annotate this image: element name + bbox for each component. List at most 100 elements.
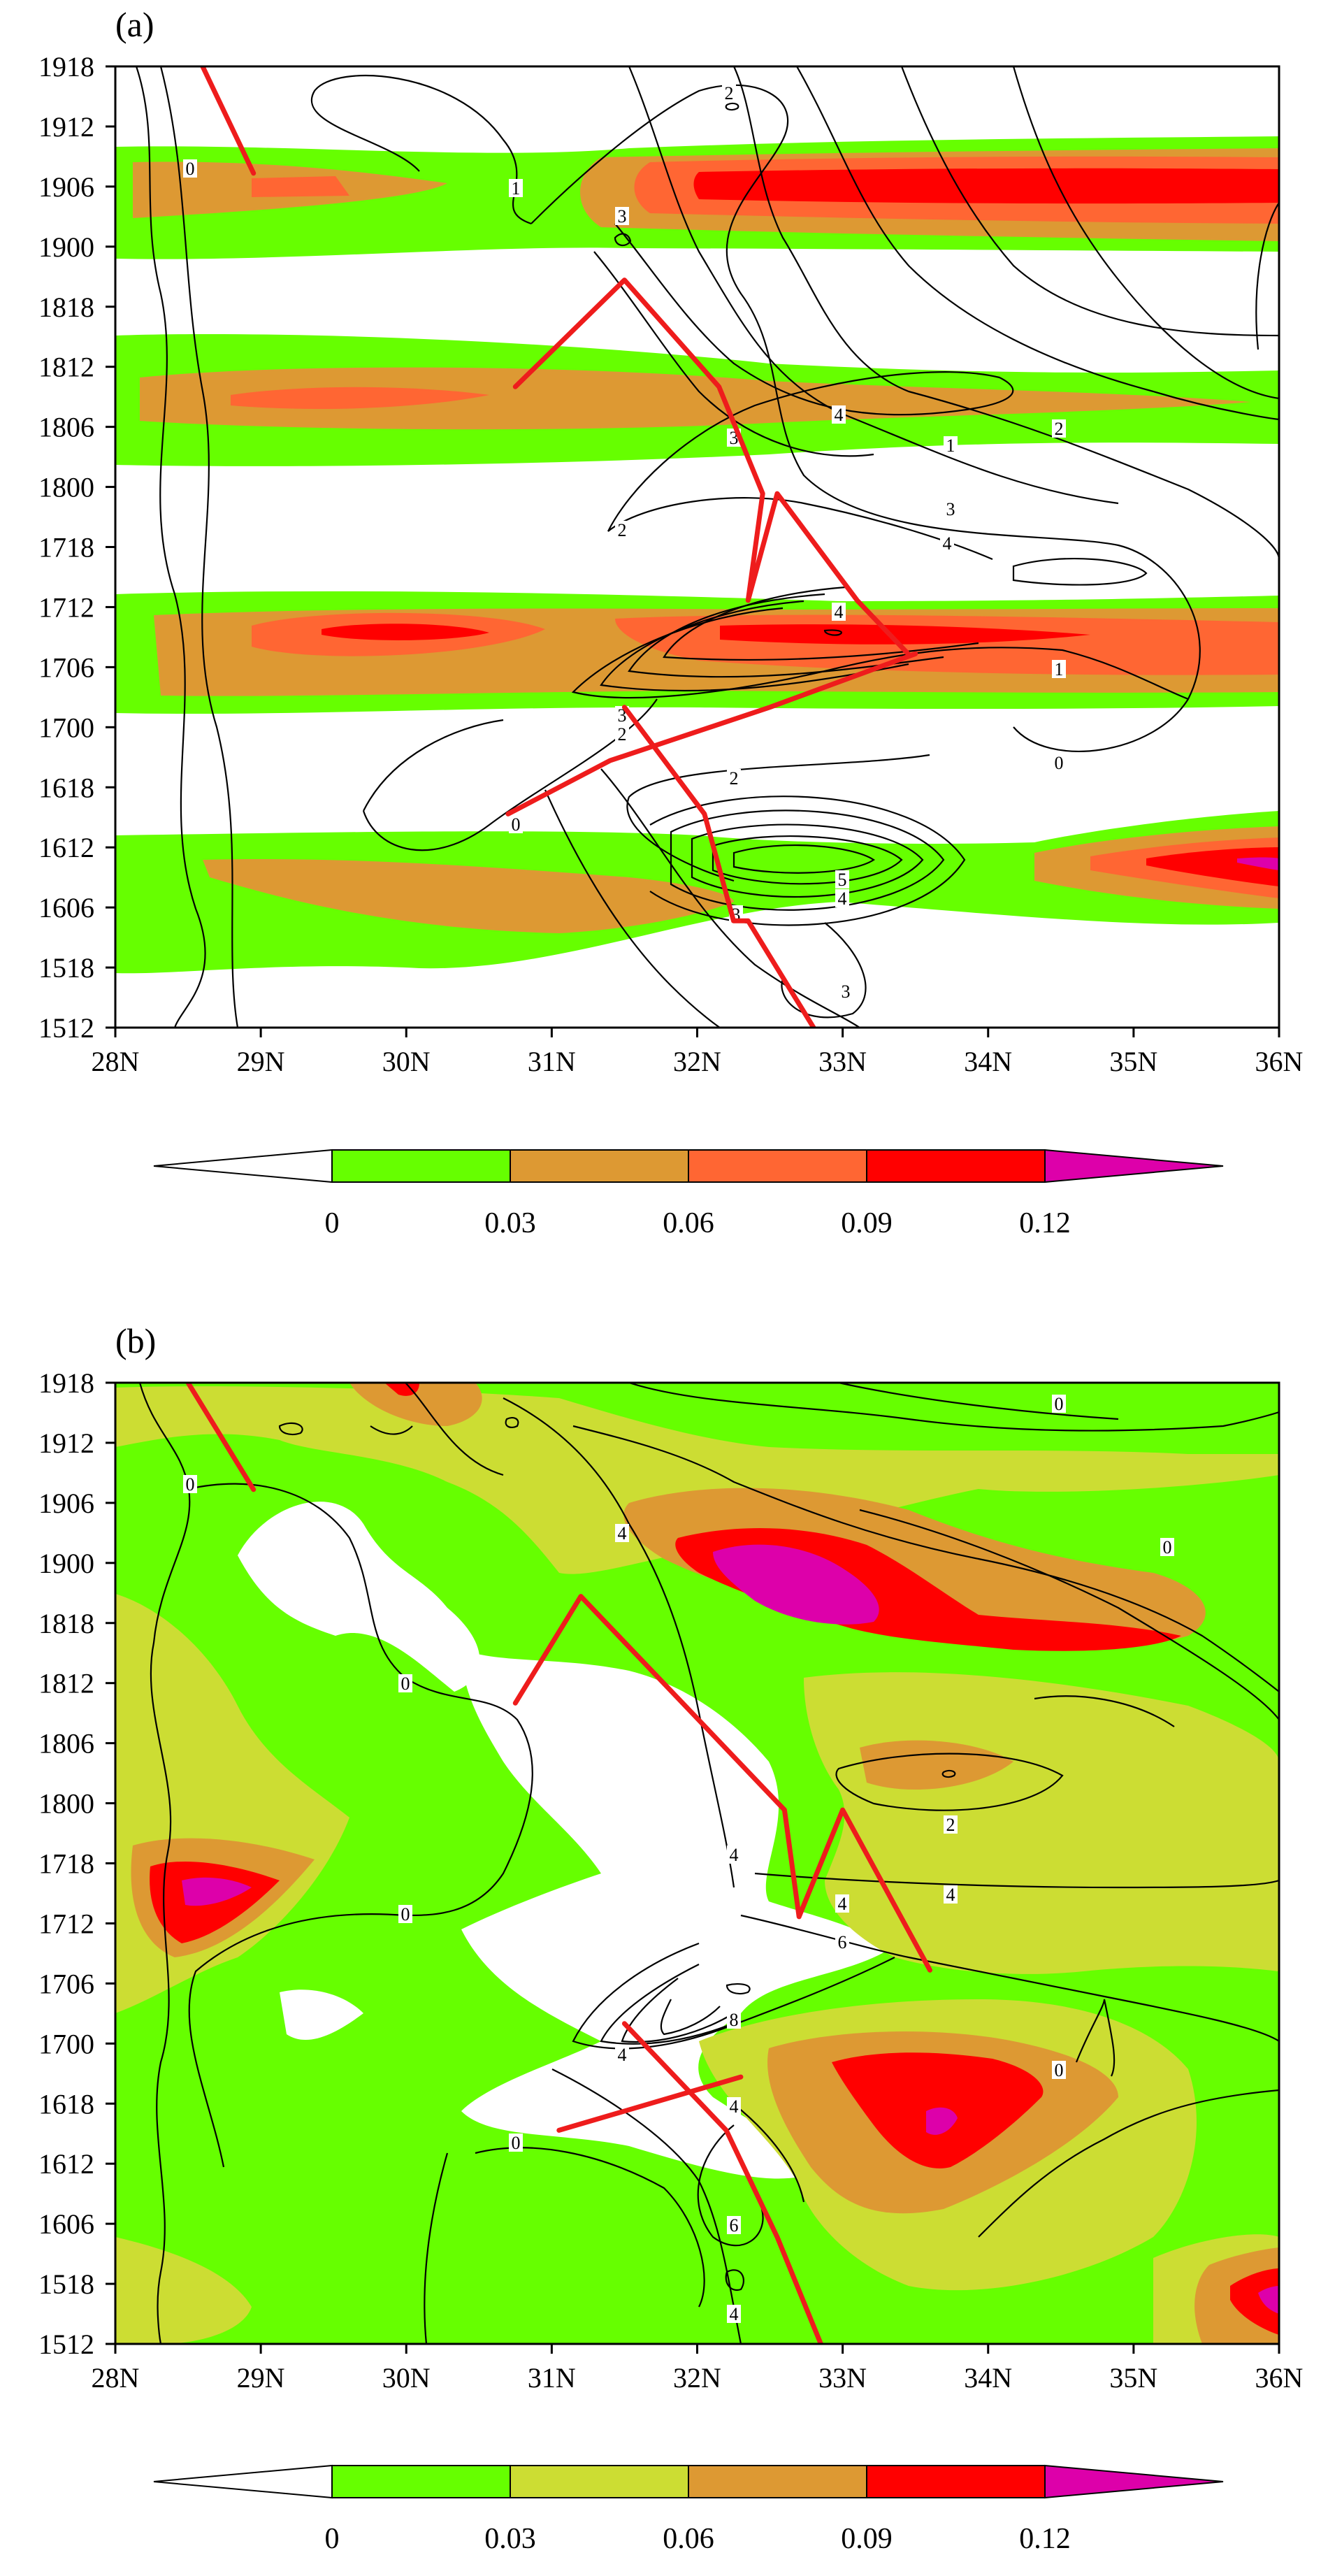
shade-yellowgreen-region: [115, 1386, 1279, 1574]
contour-label: 4: [730, 2304, 739, 2324]
y-tick-label: 1618: [38, 772, 94, 803]
y-tick-label: 1700: [38, 2028, 94, 2059]
contour-label: 4: [838, 888, 847, 909]
shade-band-1612-brown: [203, 826, 1279, 933]
y-tick-label: 1518: [38, 2268, 94, 2300]
contour-label: 2: [618, 520, 627, 540]
panel-a-shading: [115, 136, 1279, 974]
y-tick-label: 1812: [38, 352, 94, 383]
colorbar-b: 0 0.03 0.06 0.09 0.12: [153, 2464, 1224, 2555]
contour-label: 0: [186, 1474, 195, 1495]
contour-label: 1: [1055, 659, 1064, 679]
x-tick-label: 32N: [673, 1046, 721, 1077]
trough-line: [621, 705, 816, 1028]
colorbar-tick-label: 0.09: [841, 2523, 893, 2555]
contour-label: 0: [401, 1674, 410, 1694]
contour-label: 1: [512, 178, 521, 199]
panel-b-axes: 1918 1912 1906 1900 1818 1812 1806 1800 1718 1712…: [38, 1367, 1303, 2394]
contour-label: 0: [512, 2133, 521, 2153]
shade-magenta-region: [926, 2107, 958, 2135]
shade-white-region: [238, 1502, 480, 1692]
y-tick-label: 1606: [38, 892, 94, 923]
contour-label: 0: [1055, 753, 1064, 773]
contour-label: 5: [838, 870, 847, 890]
y-tick-label: 1612: [38, 2148, 94, 2180]
y-tick-label: 1900: [38, 1548, 94, 1579]
shade-red-region: [1230, 2268, 1279, 2335]
colorbar-segment: [866, 1149, 1046, 1183]
x-tick-label: 36N: [1255, 2362, 1304, 2394]
x-tick-label: 28N: [92, 1046, 140, 1077]
y-tick-label: 1512: [38, 1012, 94, 1044]
shade-brown-region: [349, 1383, 482, 1426]
y-tick-label: 1512: [38, 2329, 94, 2360]
y-tick-label: 1606: [38, 2208, 94, 2240]
colorbar-low-triangle: [153, 1149, 333, 1183]
contour-label: 0: [1055, 2060, 1064, 2080]
colorbar-tick-label: 0.09: [841, 1207, 893, 1239]
contour-label: 2: [730, 768, 739, 789]
x-tick-label: 32N: [673, 2362, 721, 2394]
y-tick-label: 1800: [38, 1788, 94, 1820]
contour-label: 4: [730, 1845, 739, 1865]
colorbar-tick-label: 0.06: [663, 1207, 714, 1239]
colorbar-segment: [688, 1149, 867, 1183]
contour-label: 0: [512, 814, 521, 835]
shade-brown-region: [623, 1488, 1206, 1649]
y-tick-label: 1718: [38, 1848, 94, 1880]
contour-label: 4: [835, 602, 844, 622]
y-tick-label: 1906: [38, 1488, 94, 1519]
colorbar-tick-label: 0.12: [1019, 2523, 1071, 2555]
y-tick-label: 1706: [38, 652, 94, 683]
y-tick-label: 1618: [38, 2088, 94, 2120]
contour-label: 3: [618, 206, 627, 226]
contour-label: 3: [842, 981, 851, 1002]
colorbar-tick-label: 0: [325, 1207, 340, 1239]
panel-b-shading: [115, 1383, 1279, 2344]
panel-b-label: (b): [115, 1321, 156, 1360]
shade-band-1906-red: [693, 168, 1279, 204]
shade-white-region: [280, 1989, 363, 2041]
shade-yellowgreen-region: [804, 1672, 1279, 1974]
contour-label: 2: [1055, 419, 1064, 439]
panel-b-contour-labels: 0 0 0 4 0 0 4 2 4 4 6 8 4 0 4 0 6 4: [183, 1394, 1174, 2324]
contour-label: 2: [618, 724, 627, 744]
contour-label: 6: [730, 2215, 739, 2236]
contour-label: 1: [946, 436, 955, 456]
shade-brown-region: [860, 1740, 1013, 1790]
contour-label: 4: [730, 2096, 739, 2117]
contour-label: 2: [725, 83, 734, 103]
y-tick-label: 1706: [38, 1968, 94, 1999]
contour-label: 4: [835, 405, 844, 425]
shade-band-1709-orange: [252, 612, 1279, 675]
panel-a-label: (a): [115, 5, 154, 44]
x-tick-label: 30N: [382, 1046, 431, 1077]
y-tick-label: 1700: [38, 712, 94, 743]
shade-red-region: [384, 1383, 419, 1396]
shade-band-1612-red: [1146, 847, 1279, 886]
x-tick-label: 33N: [818, 2362, 867, 2394]
colorbar-segment: [510, 2465, 689, 2498]
contour-label: 4: [946, 1885, 955, 1905]
y-tick-label: 1806: [38, 412, 94, 443]
contour-label: 4: [943, 533, 952, 554]
x-tick-label: 36N: [1255, 1046, 1304, 1077]
y-tick-label: 1712: [38, 1908, 94, 1939]
y-tick-label: 1818: [38, 292, 94, 323]
y-tick-label: 1518: [38, 952, 94, 984]
panel-b-red-lines: [185, 1383, 932, 2344]
trough-line: [505, 651, 918, 816]
colorbar-segment: [866, 2465, 1046, 2498]
x-tick-label: 34N: [964, 1046, 1012, 1077]
x-tick-label: 35N: [1109, 2362, 1157, 2394]
contour-label: 3: [946, 499, 955, 519]
y-tick-label: 1906: [38, 171, 94, 203]
colorbar-high-triangle: [1044, 1149, 1224, 1183]
shade-magenta-region: [182, 1877, 252, 1906]
contour-label: 6: [838, 1932, 847, 1952]
panel-b: (b): [38, 1321, 1303, 2394]
panel-a-axes: 1918 1912 1906 1900 1818 1812 1806 1800 1718 1712…: [38, 51, 1303, 1077]
colorbar-segment: [510, 1149, 689, 1183]
y-tick-label: 1718: [38, 532, 94, 563]
